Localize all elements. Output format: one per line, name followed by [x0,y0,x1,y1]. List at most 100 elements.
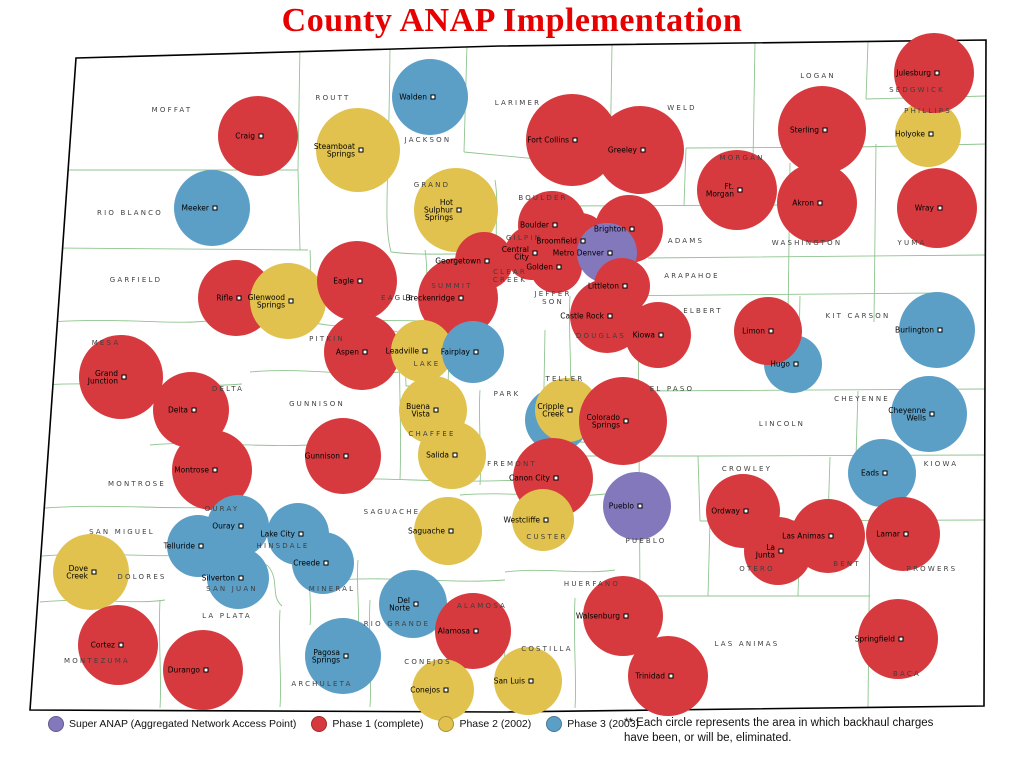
city-label-creede: Creede [293,559,320,568]
county-labels: MOFFAT ROUTT JACKSON LARIMER WELD LOGAN SEDGWI… [64,72,959,688]
county-label-la-plata: LA PLATA [202,612,252,620]
county-label-teller: TELLER [545,375,585,383]
city-label-canon-city: Canon City [509,474,551,483]
legend-swatch-phase1 [311,716,328,732]
anap-circle-silverton [207,547,269,609]
anap-circle-lamar [866,497,940,571]
town-marker-golden [556,264,562,270]
city-label-montrose: Montrose [174,466,209,475]
city-label-conejos: Conejos [410,686,440,695]
county-label-cheyenne: CHEYENNE [834,395,890,403]
county-label-dolores: DOLORES [117,573,166,581]
city-label-hugo: Hugo [770,360,790,369]
county-label-kiowa: KIOWA [924,460,959,468]
anap-circle-eagle [317,241,397,321]
anap-circle-ft-morgan [697,150,777,230]
town-marker-salida [452,452,458,458]
city-label-del-norte: Del Norte [389,596,410,613]
city-label-kiowa: Kiowa [633,331,655,340]
county-label-morgan: MORGAN [719,154,764,162]
town-marker-ordway [743,508,749,514]
city-label-holyoke: Holyoke [895,130,925,139]
city-label-westcliffe: Westcliffe [503,516,540,525]
county-label-baca: BACA [893,670,921,678]
county-label-weld: WELD [667,104,696,112]
anap-circle-colorado-springs [579,377,667,465]
city-label-breckenridge: Breckenridge [405,294,455,303]
legend-label: Phase 1 (complete) [332,718,424,730]
city-label-central-city: Central City [502,245,530,262]
city-label-fairplay: Fairplay [441,348,471,357]
county-label-hinsdale: HINSDALE [257,542,310,550]
anap-circle-pagosa-springs [305,618,381,694]
city-label-golden: Golden [526,263,553,272]
county-label-mineral: MINERAL [309,585,355,593]
anap-circle-georgetown [455,232,513,290]
county-label-routt: ROUTT [316,94,351,102]
city-label-craig: Craig [235,132,255,141]
county-label-larimer: LARIMER [495,99,542,107]
anap-circle-glenwood-springs [250,263,326,339]
city-label-georgetown: Georgetown [435,257,481,266]
county-label-jeffer-son: JEFFER SON [533,290,571,306]
county-label-chaffee: CHAFFEE [408,430,455,438]
anap-circle-walden [392,59,468,135]
town-marker-castle-rock [607,313,613,319]
town-marker-colorado-springs [623,418,629,424]
city-label-cheyenne-wells: Cheyenne Wells [888,406,926,423]
city-label-metro-denver: Metro Denver [553,249,605,258]
anap-circle-leadville [391,320,453,382]
town-marker-conejos [443,687,449,693]
anap-circle-las-animas [791,499,865,573]
town-marker-eagle [357,278,363,284]
anap-circle-gunnison [305,418,381,494]
city-label-gunnison: Gunnison [305,452,341,461]
anap-circle-montrose [172,430,252,510]
anap-circle-meeker [174,170,250,246]
city-label-burlington: Burlington [895,326,934,335]
town-marker-metro-denver [607,250,613,256]
town-marker-lake-city [298,531,304,537]
town-marker-durango [203,667,209,673]
county-label-prowers: PROWERS [907,565,958,573]
town-marker-limon [768,328,774,334]
city-label-trinidad: Trinidad [634,672,665,681]
town-marker-rifle [236,295,242,301]
county-label-ouray: OURAY [205,505,240,513]
anap-circle-greeley [596,106,684,194]
town-marker-cortez [118,642,124,648]
town-marker-saguache [448,528,454,534]
town-marker-leadville [422,348,428,354]
town-marker-littleton [622,283,628,289]
town-marker-craig [258,133,264,139]
city-label-glenwood-springs: Glenwood Springs [248,293,286,310]
anap-circle-cheyenne-wells [891,376,967,452]
city-labels: Walden Craig Steamboat Springs Meeker Hot Sulp… [66,69,943,695]
town-marker-westcliffe [543,517,549,523]
county-label-summit: SUMMIT [431,282,472,290]
legend-swatch-super [48,716,64,732]
anap-circle-sterling [778,86,866,174]
county-label-huerfano: HUERFANO [564,580,620,588]
anap-circle-fort-collins [526,94,618,186]
city-label-eads: Eads [861,469,879,478]
county-label-douglas: DOUGLAS [576,332,626,340]
town-marker-burlington [937,327,943,333]
town-marker-broomfield [580,238,586,244]
town-marker-fairplay [473,349,479,355]
town-marker-ouray [238,523,244,529]
county-label-phillips: PHILLIPS [904,107,952,115]
footnote-line1: ** Each circle represents the area in wh… [624,717,934,729]
legend-label: Phase 3 (2003) [567,718,640,730]
county-label-fremont: FREMONT [487,460,537,468]
town-marker-cheyenne-wells [929,411,935,417]
town-marker-central-city [532,250,538,256]
anap-circle-alamosa [435,593,511,669]
town-marker-grand-junction [121,374,127,380]
city-label-delta: Delta [168,406,188,415]
anap-circle-julesburg [894,33,974,113]
county-label-lincoln: LINCOLN [759,420,805,428]
town-marker-creede [323,560,329,566]
